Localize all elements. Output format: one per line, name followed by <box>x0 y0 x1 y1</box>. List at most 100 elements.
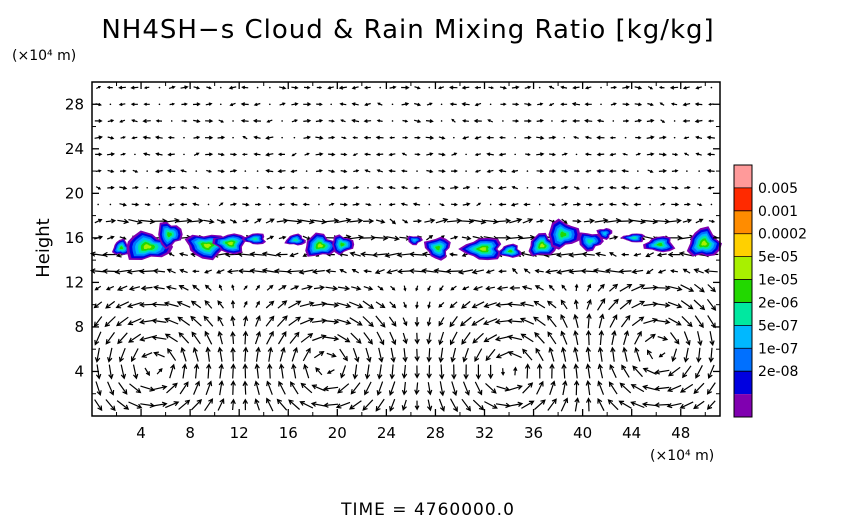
wind-vector <box>140 385 156 392</box>
wind-vector <box>336 318 352 325</box>
wind-vector <box>288 300 302 309</box>
wind-vector <box>120 364 127 380</box>
wind-vector <box>609 152 617 157</box>
wind-vector <box>107 185 115 190</box>
wind-vector <box>495 351 510 359</box>
wind-vector <box>364 364 371 380</box>
wind-vector <box>611 329 617 346</box>
wind-vector <box>254 380 260 395</box>
wind-vector <box>426 102 433 106</box>
wind-vector <box>427 301 431 309</box>
wind-vector <box>353 186 360 190</box>
wind-vector <box>255 300 260 308</box>
wind-vector <box>242 219 250 223</box>
wind-vector <box>154 135 163 140</box>
wind-vector <box>350 332 362 344</box>
time-label: TIME = 4760000.0 <box>340 500 515 519</box>
wind-vector <box>474 85 481 90</box>
wind-vector <box>655 302 671 308</box>
wind-vector <box>119 202 128 207</box>
wind-vector <box>535 347 544 362</box>
wind-vector-dot <box>428 186 431 189</box>
wind-vector-dot <box>158 203 161 206</box>
wind-vector <box>389 364 395 380</box>
wind-vector <box>706 152 715 157</box>
wind-vector <box>163 301 179 308</box>
wind-vector <box>696 203 703 207</box>
wind-vector <box>524 119 532 123</box>
wind-vector <box>658 86 665 89</box>
wind-vector <box>401 102 410 106</box>
wind-vector <box>144 367 150 377</box>
wind-vector <box>372 252 388 258</box>
wind-vector <box>176 218 193 224</box>
wind-vector <box>560 330 568 345</box>
wind-vector <box>522 382 534 394</box>
wind-vector <box>277 152 286 157</box>
wind-vector <box>545 268 558 275</box>
wind-vector <box>537 186 544 190</box>
wind-vector <box>512 102 520 107</box>
wind-vector <box>426 152 434 156</box>
wind-vector <box>682 365 692 379</box>
wind-vector <box>386 235 400 242</box>
wind-vector <box>205 118 214 124</box>
wind-vector <box>303 135 312 140</box>
wind-vector <box>694 102 703 107</box>
wind-vector <box>487 119 494 123</box>
wind-vector <box>451 152 458 156</box>
wind-vector <box>384 252 400 258</box>
y-axis-ticks: 4 8 12 16 20 24 28 <box>65 95 720 395</box>
wind-vector <box>176 301 191 308</box>
wind-vector <box>95 169 102 173</box>
wind-vector <box>473 118 482 124</box>
wind-vector <box>645 268 654 275</box>
wind-vector <box>656 252 667 258</box>
wind-vector <box>128 333 142 343</box>
wind-vector <box>647 85 654 90</box>
wind-vector <box>499 135 506 140</box>
wind-vector <box>585 363 591 379</box>
wind-vector <box>337 383 350 394</box>
wind-vector <box>427 285 431 292</box>
wind-vector <box>584 135 592 140</box>
wind-vector <box>596 169 605 174</box>
wind-vector-dot <box>367 186 369 189</box>
wind-vector <box>583 218 595 224</box>
wind-vector-dot <box>575 153 578 156</box>
cloud-cell <box>305 232 339 257</box>
wind-vector <box>668 317 682 326</box>
wind-vector <box>204 299 213 309</box>
wind-vector <box>388 316 397 327</box>
wind-vector <box>362 300 375 310</box>
wind-vector <box>694 315 704 329</box>
wind-vector <box>249 251 265 257</box>
wind-vector <box>241 152 248 156</box>
wind-vector <box>277 331 287 345</box>
wind-vector <box>242 315 249 327</box>
cloud-cell <box>423 236 451 261</box>
wind-vector-dot <box>293 136 296 139</box>
wind-vector <box>508 234 524 241</box>
wind-vector <box>631 268 644 275</box>
wind-vector <box>424 218 436 224</box>
wind-vector <box>694 283 705 293</box>
wind-vector <box>462 286 470 291</box>
wind-vector <box>277 169 286 174</box>
wind-vector <box>339 102 347 106</box>
wind-vector <box>94 118 103 123</box>
wind-vector <box>142 152 151 156</box>
wind-vector <box>678 251 694 257</box>
wind-vector <box>597 363 604 379</box>
wind-vector-dot <box>158 86 161 89</box>
wind-vector <box>351 118 360 123</box>
wind-vector <box>450 285 457 291</box>
wind-vector <box>116 285 128 291</box>
wind-vector <box>620 185 630 190</box>
wind-vector <box>168 203 175 207</box>
wind-vector <box>191 331 201 345</box>
wind-vector <box>179 252 188 257</box>
cloud-level-fill <box>203 243 212 249</box>
wind-vector <box>116 400 130 410</box>
y-axis-unit: (×10⁴ m) <box>12 48 76 64</box>
